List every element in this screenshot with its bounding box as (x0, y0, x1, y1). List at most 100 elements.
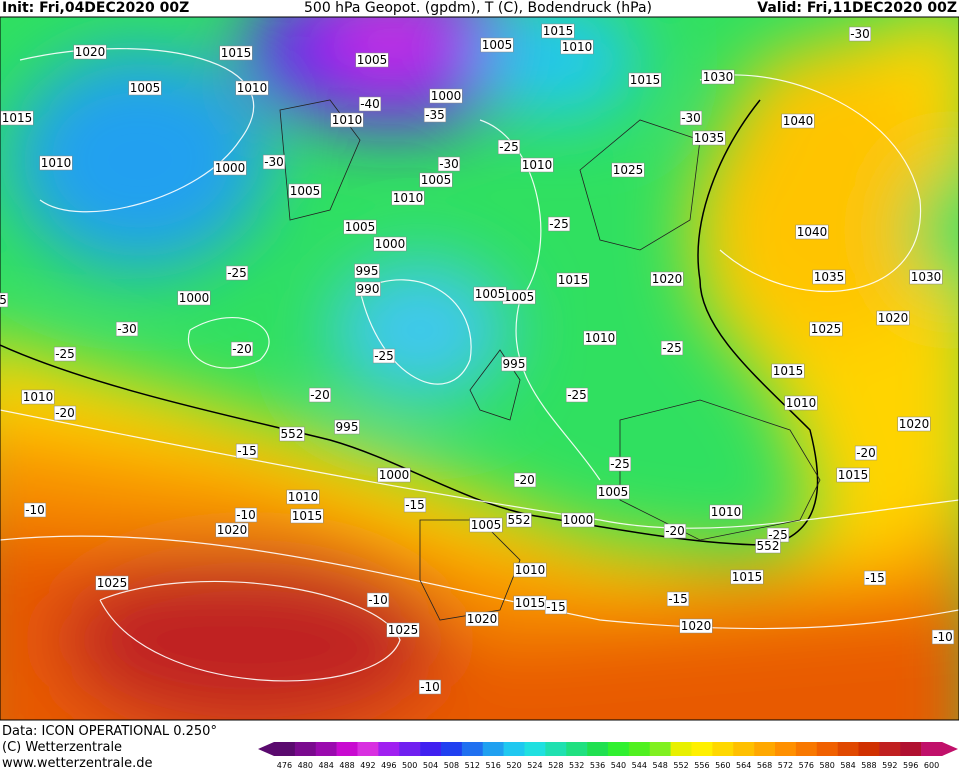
colorbar-cell (879, 742, 901, 756)
colorbar-label: 556 (694, 761, 709, 770)
contour-label: 1005 (288, 183, 322, 199)
contour-label-text: 552 (757, 539, 780, 553)
contour-label-text: 1010 (562, 40, 593, 54)
colorbar-cell (900, 742, 922, 756)
contour-label: 1000 (377, 467, 411, 483)
contour-label: -15 (403, 497, 427, 513)
contour-label: -25 (53, 346, 77, 362)
contour-label-text: -25 (662, 341, 682, 355)
valid-time: Valid: Fri,11DEC2020 00Z (757, 0, 957, 16)
colorbar-label: 496 (381, 761, 396, 770)
colorbar-label: 540 (611, 761, 626, 770)
contour-label: 1010 (39, 155, 73, 171)
contour-label-text: 1015 (221, 46, 252, 60)
contour-label: 1015 (730, 569, 764, 585)
contour-label-text: -15 (237, 444, 257, 458)
contour-label: 995 (334, 419, 360, 435)
colorbar-cell (399, 742, 421, 756)
label-box (795, 224, 829, 240)
contour-label: 1020 (897, 416, 931, 432)
colorbar-cell (733, 742, 755, 756)
colorbar-label: 536 (590, 761, 605, 770)
map-title: 500 hPa Geopot. (gpdm), T (C), Bodendruc… (304, 0, 652, 16)
colorbar-label: 576 (799, 761, 814, 770)
contour-label: -30 (115, 321, 139, 337)
data-source: Data: ICON OPERATIONAL 0.250° (2, 724, 217, 739)
label-box (53, 346, 77, 362)
contour-label: -10 (23, 502, 47, 518)
contour-label: 1025 (95, 575, 129, 591)
contour-label: -25 (660, 340, 684, 356)
contour-label: 995 (501, 356, 527, 372)
contour-label: 1010 (391, 190, 425, 206)
colorbar-label: 544 (632, 761, 647, 770)
contour-label: -30 (848, 26, 872, 42)
colorbar-cell (441, 742, 463, 756)
contour-label-text: 1015 (515, 596, 546, 610)
contour-label-text: -25 (227, 266, 247, 280)
colorbar-label: 500 (402, 761, 417, 770)
colorbar-cell (775, 742, 797, 756)
contour-label: 995 (354, 263, 380, 279)
colorbar-label: 492 (360, 761, 375, 770)
contour-label-text: 552 (281, 427, 304, 441)
contour-label-text: -15 (668, 592, 688, 606)
contour-label-text: 1015 (630, 73, 661, 87)
contour-label: -30 (679, 110, 703, 126)
colorbar-label: 568 (757, 761, 772, 770)
label-box (21, 389, 55, 405)
colorbar-cell (545, 742, 567, 756)
colorbar-label: 600 (924, 761, 939, 770)
contour-label: 552 (279, 426, 305, 442)
label-box (213, 160, 247, 176)
label-box (0, 292, 9, 308)
contour-label: -25 (497, 139, 521, 155)
contour-label-text: 1000 (375, 237, 406, 251)
colorbar-label: 560 (715, 761, 730, 770)
contour-label: 552 (506, 512, 532, 528)
label-box (225, 265, 249, 281)
contour-label-text: 1010 (332, 113, 363, 127)
contour-label-text: 1010 (393, 191, 424, 205)
contour-label-text: 1005 (290, 184, 321, 198)
colorbar-cell (795, 742, 818, 756)
contour-label-text: 1005 (421, 173, 452, 187)
contour-label-text: -25 (374, 349, 394, 363)
copyright: (C) Wetterzentrale (2, 740, 122, 755)
label-box (556, 272, 590, 288)
colorbar-label: 596 (903, 761, 918, 770)
label-box (547, 216, 571, 232)
contour-label-text: -10 (236, 508, 256, 522)
contour-label: 1005 (419, 172, 453, 188)
contour-label: 1005 (502, 289, 536, 305)
contour-label: 1000 (213, 160, 247, 176)
colorbar-cell (315, 742, 337, 756)
colorbar-cell (921, 742, 943, 756)
contour-label-text: -20 (55, 406, 75, 420)
colorbar-label: 516 (486, 761, 501, 770)
contour-label-text: 1015 (838, 468, 869, 482)
contour-label: 1010 (784, 395, 818, 411)
contour-label: -40 (358, 96, 382, 112)
contour-label: 1010 (583, 330, 617, 346)
label-box (513, 562, 547, 578)
contour-label-text: -25 (549, 217, 569, 231)
contour-label-text: 1010 (23, 390, 54, 404)
contour-label-text: 1015 (2, 111, 33, 125)
contour-label-text: 1005 (475, 287, 506, 301)
contour-label: -15 (235, 443, 259, 459)
contour-label: -25 (547, 216, 571, 232)
contour-label-text: -30 (264, 155, 284, 169)
contour-label: 1010 (520, 157, 554, 173)
colorbar-cell (858, 742, 880, 756)
contour-label-text: -25 (55, 347, 75, 361)
contour-label: -25 (225, 265, 249, 281)
contour-label-text: -15 (405, 498, 425, 512)
colorbar-cell (712, 742, 734, 756)
contour-label: 5 (0, 292, 9, 308)
colorbar-label: 548 (653, 761, 668, 770)
contour-label-text: 1040 (797, 225, 828, 239)
contour-label-text: 1000 (431, 89, 462, 103)
contour-label-text: 990 (357, 282, 380, 296)
